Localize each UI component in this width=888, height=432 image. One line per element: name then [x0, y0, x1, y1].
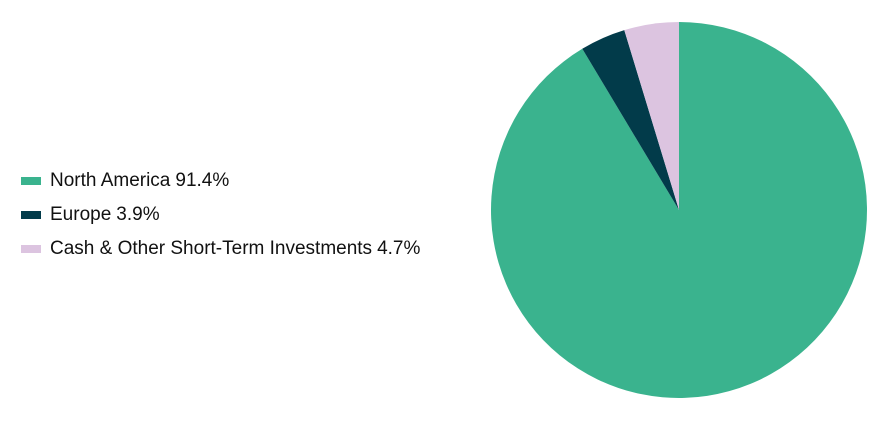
legend-value: 91.4%: [175, 170, 229, 191]
legend-label: Europe 3.9%: [50, 204, 160, 225]
legend-swatch: [21, 211, 41, 219]
legend-swatch: [21, 245, 41, 253]
legend-category: Cash & Other Short-Term Investments: [50, 238, 372, 259]
legend-value: 4.7%: [377, 238, 420, 259]
legend-label: Cash & Other Short-Term Investments 4.7%: [50, 238, 420, 259]
pie-slice: [624, 22, 679, 210]
pie-slice: [582, 30, 679, 210]
legend-label: North America 91.4%: [50, 170, 229, 191]
legend-value: 3.9%: [116, 204, 159, 225]
legend-category: Europe: [50, 204, 111, 225]
legend-swatch: [21, 177, 41, 185]
legend-category: North America: [50, 170, 171, 191]
